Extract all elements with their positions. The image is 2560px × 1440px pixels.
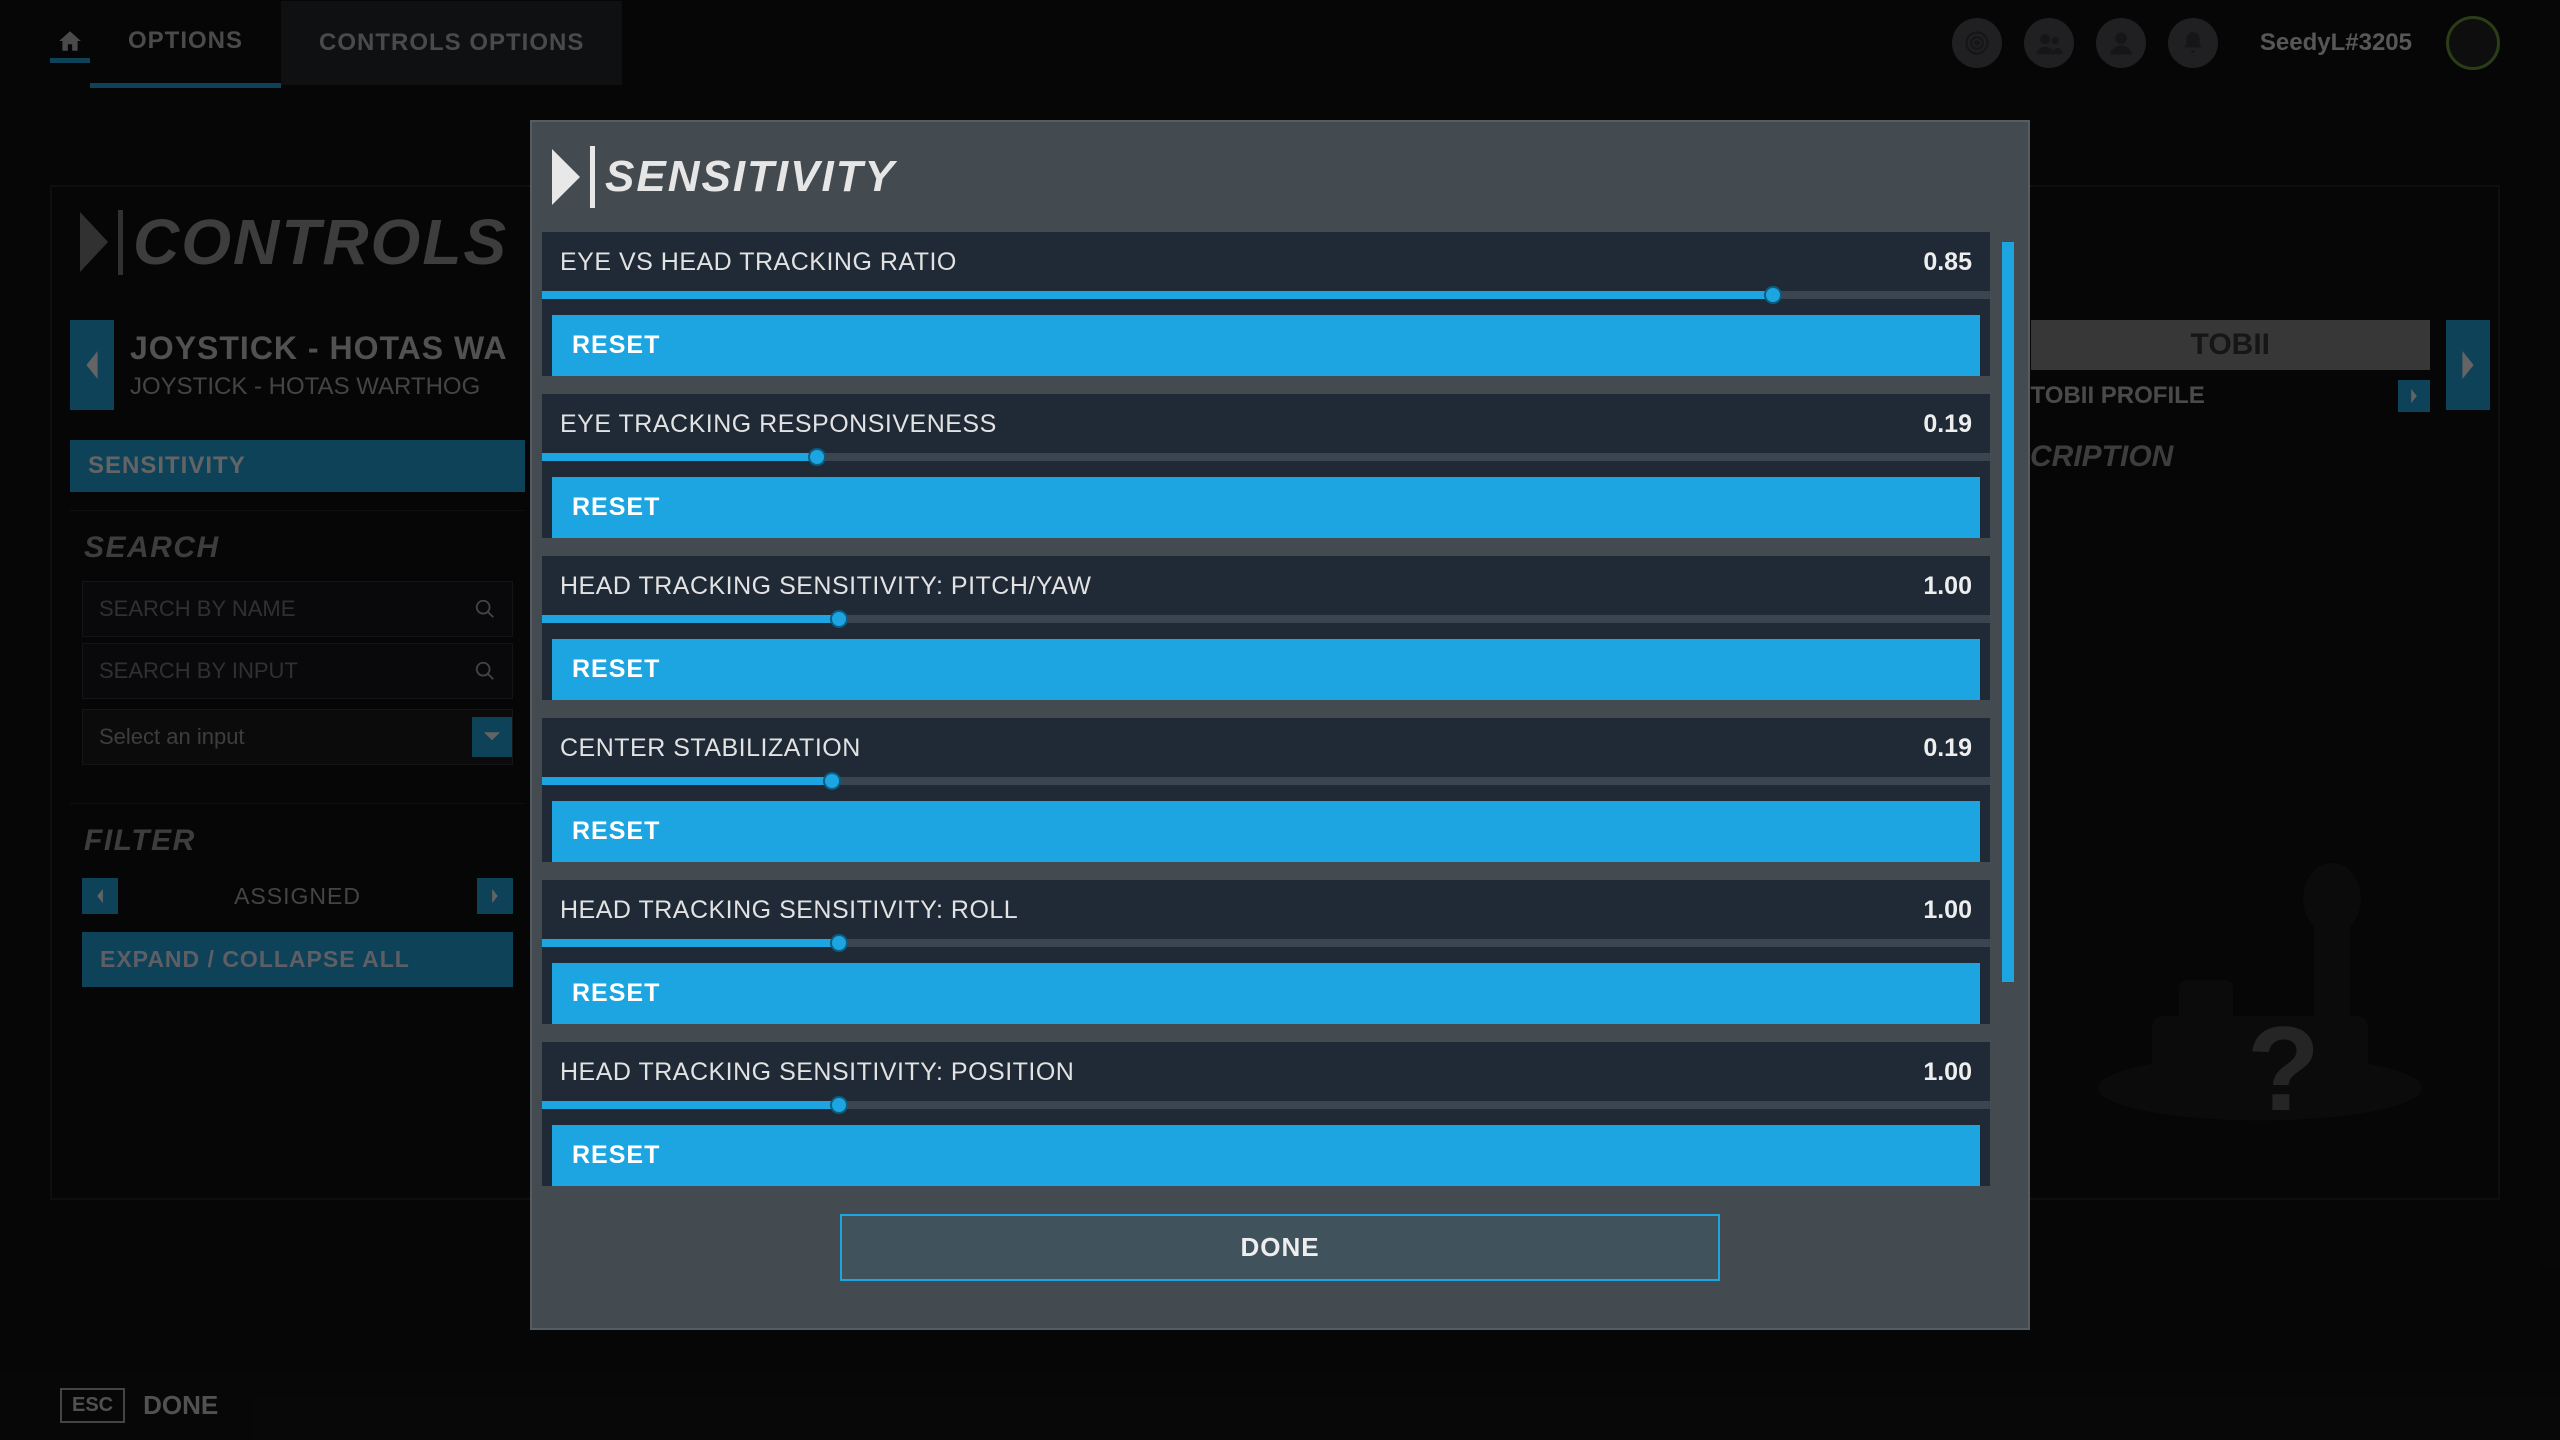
slider-label: HEAD TRACKING SENSITIVITY: ROLL bbox=[560, 896, 1018, 925]
reset-button[interactable]: RESET bbox=[552, 315, 1980, 376]
reset-button[interactable]: RESET bbox=[552, 477, 1980, 538]
slider-track[interactable] bbox=[542, 1101, 1990, 1109]
slider-block: EYE VS HEAD TRACKING RATIO 0.85 RESET bbox=[542, 232, 1990, 376]
slider-header: HEAD TRACKING SENSITIVITY: PITCH/YAW 1.00 bbox=[542, 556, 1990, 609]
slider-label: HEAD TRACKING SENSITIVITY: PITCH/YAW bbox=[560, 572, 1092, 601]
slider-value: 1.00 bbox=[1923, 572, 1972, 601]
slider-track[interactable] bbox=[542, 291, 1990, 299]
slider-thumb[interactable] bbox=[808, 448, 826, 466]
slider-fill bbox=[542, 1101, 839, 1109]
slider-value: 0.19 bbox=[1923, 410, 1972, 439]
slider-label: EYE VS HEAD TRACKING RATIO bbox=[560, 248, 957, 277]
slider-thumb[interactable] bbox=[830, 934, 848, 952]
slider-list: EYE VS HEAD TRACKING RATIO0.85RESETEYE T… bbox=[542, 232, 2018, 1186]
slider-header: EYE TRACKING RESPONSIVENESS 0.19 bbox=[542, 394, 1990, 447]
slider-fill bbox=[542, 939, 839, 947]
slider-block: HEAD TRACKING SENSITIVITY: PITCH/YAW 1.00… bbox=[542, 556, 1990, 700]
slider-thumb[interactable] bbox=[830, 1096, 848, 1114]
slider-header: HEAD TRACKING SENSITIVITY: ROLL 1.00 bbox=[542, 880, 1990, 933]
slider-thumb[interactable] bbox=[830, 610, 848, 628]
slider-value: 0.19 bbox=[1923, 734, 1972, 763]
slider-fill bbox=[542, 615, 839, 623]
modal-title: SENSITIVITY bbox=[605, 152, 896, 202]
reset-button[interactable]: RESET bbox=[552, 801, 1980, 862]
reset-button[interactable]: RESET bbox=[552, 963, 1980, 1024]
slider-thumb[interactable] bbox=[1764, 286, 1782, 304]
reset-button[interactable]: RESET bbox=[552, 1125, 1980, 1186]
slider-header: EYE VS HEAD TRACKING RATIO 0.85 bbox=[542, 232, 1990, 285]
slider-header: HEAD TRACKING SENSITIVITY: POSITION 1.00 bbox=[542, 1042, 1990, 1095]
slider-track[interactable] bbox=[542, 777, 1990, 785]
chevron-right-icon bbox=[552, 149, 580, 205]
modal-header: SENSITIVITY bbox=[532, 122, 2028, 232]
slider-fill bbox=[542, 291, 1773, 299]
slider-value: 1.00 bbox=[1923, 896, 1972, 925]
slider-fill bbox=[542, 777, 832, 785]
modal-done-button[interactable]: DONE bbox=[840, 1214, 1720, 1281]
slider-block: CENTER STABILIZATION 0.19 RESET bbox=[542, 718, 1990, 862]
scrollbar[interactable] bbox=[2002, 242, 2014, 982]
slider-header: CENTER STABILIZATION 0.19 bbox=[542, 718, 1990, 771]
slider-thumb[interactable] bbox=[823, 772, 841, 790]
slider-block: EYE TRACKING RESPONSIVENESS 0.19 RESET bbox=[542, 394, 1990, 538]
slider-block: HEAD TRACKING SENSITIVITY: POSITION 1.00 R… bbox=[542, 1042, 1990, 1186]
slider-value: 0.85 bbox=[1923, 248, 1972, 277]
slider-value: 1.00 bbox=[1923, 1058, 1972, 1087]
slider-track[interactable] bbox=[542, 939, 1990, 947]
slider-track[interactable] bbox=[542, 453, 1990, 461]
modal-title-divider bbox=[590, 146, 595, 208]
slider-fill bbox=[542, 453, 817, 461]
slider-block: HEAD TRACKING SENSITIVITY: ROLL 1.00 RESET bbox=[542, 880, 1990, 1024]
modal-body: EYE VS HEAD TRACKING RATIO0.85RESETEYE T… bbox=[542, 232, 2018, 1202]
slider-label: CENTER STABILIZATION bbox=[560, 734, 861, 763]
slider-label: EYE TRACKING RESPONSIVENESS bbox=[560, 410, 997, 439]
reset-button[interactable]: RESET bbox=[552, 639, 1980, 700]
slider-label: HEAD TRACKING SENSITIVITY: POSITION bbox=[560, 1058, 1074, 1087]
sensitivity-modal: SENSITIVITY EYE VS HEAD TRACKING RATIO 0.… bbox=[530, 120, 2030, 1330]
slider-track[interactable] bbox=[542, 615, 1990, 623]
